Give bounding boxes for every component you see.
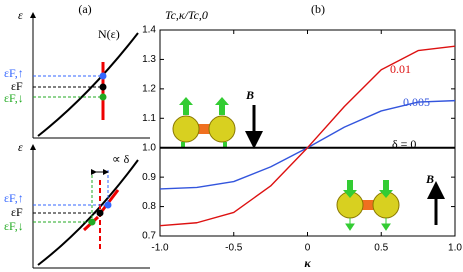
axis-label: ε (18, 8, 23, 22)
y-axis-label: Tc,κ/Tc,0 (165, 8, 208, 22)
dot (88, 218, 96, 226)
level-label: εF,↓ (4, 219, 24, 233)
series-label: 0.005 (403, 95, 430, 109)
y-tick-label: 1.3 (142, 54, 156, 65)
molecule (336, 180, 400, 231)
y-tick-label: 1.2 (142, 83, 156, 94)
shift-label: ∝ δ (112, 152, 130, 166)
dot (99, 93, 107, 101)
x-tick-label: 0 (305, 243, 311, 254)
dos-curve (37, 32, 139, 137)
panel-a (30, 12, 150, 269)
series-label: δ = 0 (392, 137, 416, 151)
field-label: B (245, 88, 254, 102)
level-label: εF,↑ (4, 66, 24, 80)
x-tick-label: 1.0 (448, 243, 462, 254)
level-label: εF (11, 205, 23, 219)
dos-curve (37, 159, 139, 266)
y-tick-label: 1.4 (142, 25, 156, 36)
level-label: εF,↑ (4, 191, 24, 205)
x-tick-label: 0.5 (374, 243, 388, 254)
molecule (172, 97, 236, 148)
level-label: εF,↓ (4, 91, 24, 105)
axis-label: ε (18, 140, 23, 154)
chart-title: (b) (311, 2, 325, 16)
y-tick-label: 1.0 (142, 142, 156, 153)
dot (99, 83, 107, 91)
spin-split (100, 189, 120, 212)
y-tick-label: 0.9 (142, 172, 156, 183)
series-label: 0.01 (390, 62, 411, 76)
dot (96, 209, 104, 217)
y-tick-label: 1.1 (142, 113, 156, 124)
x-tick-label: -0.5 (225, 243, 243, 254)
x-tick-label: -1.0 (151, 243, 169, 254)
field-label: B (425, 172, 434, 186)
y-tick-label: 0.7 (142, 231, 156, 242)
x-axis-label: κ (304, 256, 311, 270)
level-label: εF (11, 79, 23, 93)
curve-label: N(ε) (98, 27, 120, 41)
panel-title: (a) (78, 2, 91, 16)
dot (99, 72, 107, 80)
series-line (159, 45, 456, 227)
y-tick-label: 0.8 (142, 201, 156, 212)
dot (104, 201, 112, 209)
